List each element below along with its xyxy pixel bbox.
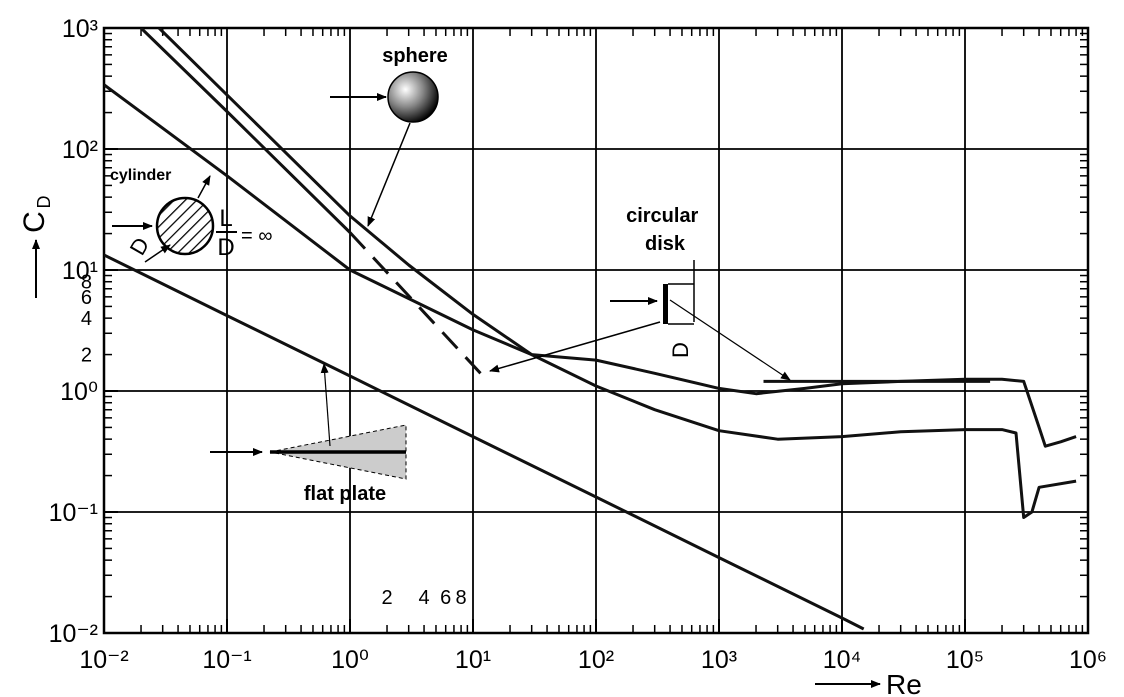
y-minor-label: 2 [81,345,92,367]
diameter-label: D [125,233,155,259]
curve [104,255,864,629]
y-tick-label: 10⁻¹ [49,499,98,527]
curve [159,28,1076,518]
y-label: C [18,211,51,233]
curve [104,85,1076,447]
y-tick-label: 10⁻² [49,620,98,648]
x-tick-label: 10⁶ [1069,646,1107,674]
diameter-label: D [668,342,693,358]
y-label-subscript: D [34,196,54,209]
cylinder-label: cylinder [110,167,171,184]
ratio-denominator: D [217,234,234,261]
chart: C D Re sphere cylinder D L D = ∞ circula… [0,0,1124,697]
ratio-numerator: L [219,205,232,232]
pointer [324,364,330,446]
sphere-icon: sphere [330,45,448,226]
x-minor-label: 2 [381,587,392,609]
disk-label-line: circular [626,205,704,227]
ratio-value: = ∞ [241,225,273,247]
cylinder-shape [157,198,213,254]
y-tick-label: 10² [62,136,98,164]
x-minor-label: 6 [440,587,451,609]
disk-shape [663,284,668,324]
y-minor-label: 4 [81,308,92,330]
flat-plate-label: flat plate [304,483,386,505]
sphere-shape [388,72,438,122]
cylinder-icon: cylinder D L D = ∞ [104,167,273,262]
y-tick-label: 10³ [62,15,98,43]
y-minor-label: 6 [81,287,92,309]
x-tick-label: 10⁰ [331,646,369,674]
x-tick-label: 10⁵ [946,646,984,674]
sphere-label: sphere [382,45,448,67]
disk-label: circular disk [626,205,704,255]
page: {"chart_data": { "type": "line", "xlabel… [0,0,1124,697]
disk-label-line: disk [645,233,686,255]
x-tick-label: 10¹ [455,646,491,674]
curve [141,28,990,381]
pointer [670,300,790,380]
x-minor-label: 8 [456,587,467,609]
flat-plate-icon: flat plate [210,364,406,505]
x-label: Re [886,669,922,697]
pointer [198,176,210,198]
x-tick-label: 10⁻² [79,646,128,674]
x-tick-label: 10² [578,646,614,674]
y-axis-label: C D [18,196,54,299]
x-tick-label: 10⁴ [823,646,862,674]
curves [104,28,1076,629]
x-minor-label: 4 [418,587,429,609]
x-tick-label: 10⁻¹ [202,646,251,674]
x-tick-label: 10³ [701,646,737,674]
y-tick-label: 10⁰ [60,378,98,406]
pointer [368,123,410,226]
